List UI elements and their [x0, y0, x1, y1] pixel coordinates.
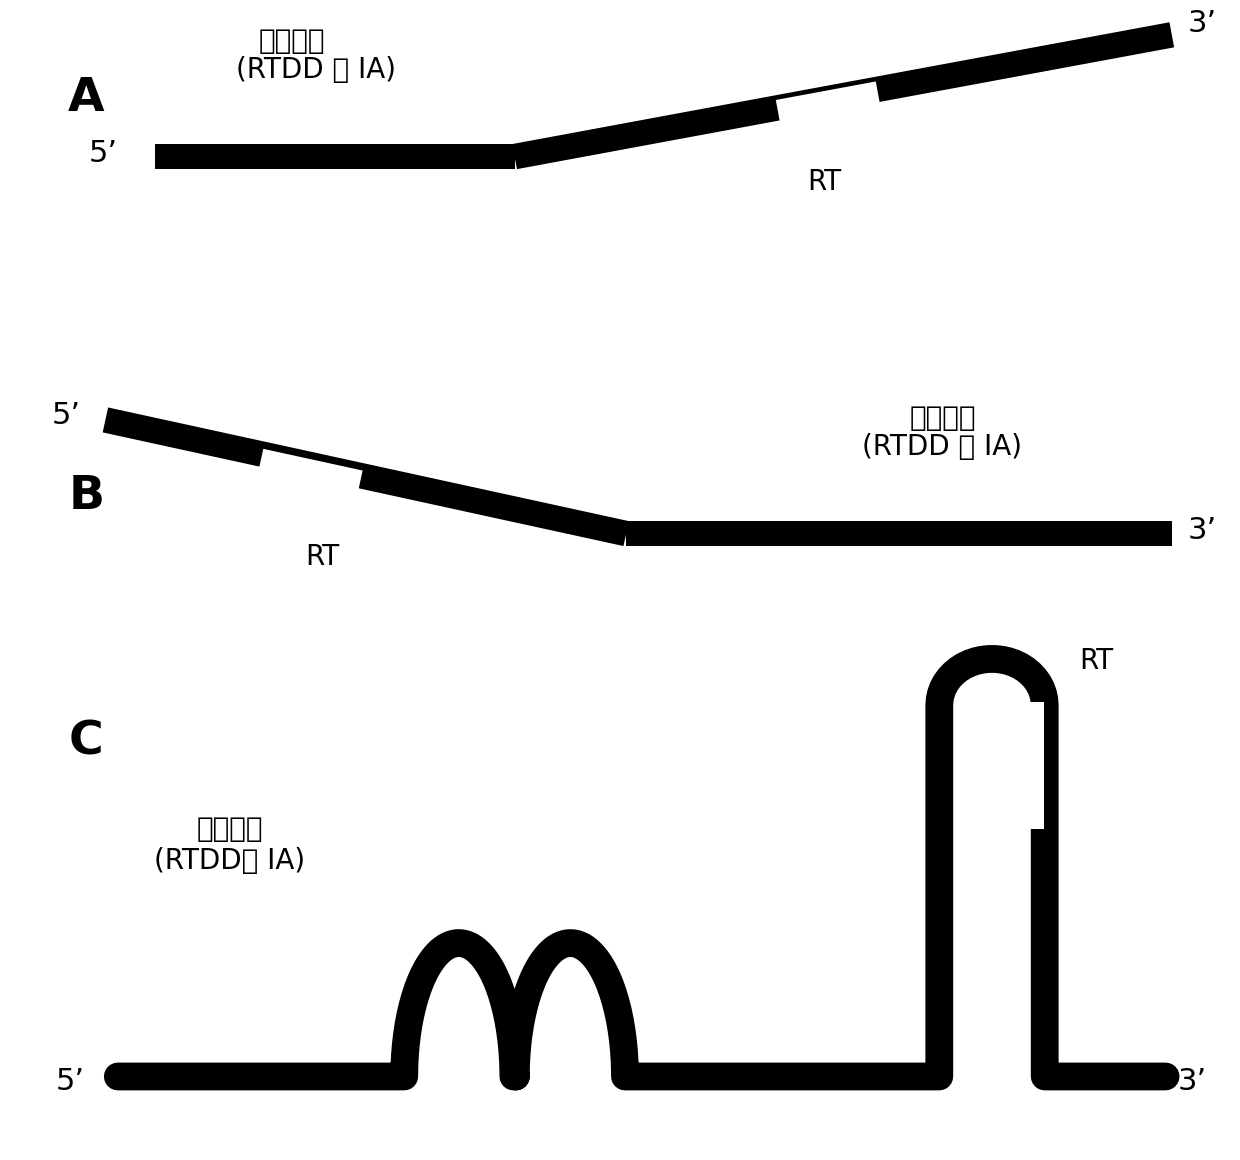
Text: 5’: 5’ — [52, 401, 81, 429]
Bar — [1027, 702, 1044, 829]
Text: B: B — [68, 474, 104, 519]
Text: 向导核酸: 向导核酸 — [909, 404, 976, 432]
Polygon shape — [776, 81, 880, 128]
Text: (RTDD 或 IA): (RTDD 或 IA) — [862, 433, 1023, 461]
Text: RT: RT — [1079, 647, 1114, 675]
Text: RT: RT — [807, 168, 842, 196]
Text: 3’: 3’ — [1178, 1067, 1207, 1095]
Bar — [155, 144, 515, 169]
Text: 5’: 5’ — [89, 139, 118, 167]
Text: (RTDD 或 IA): (RTDD 或 IA) — [236, 56, 397, 84]
Text: RT: RT — [305, 543, 340, 571]
Text: 5’: 5’ — [56, 1067, 84, 1095]
Polygon shape — [258, 449, 362, 498]
Text: A: A — [68, 77, 105, 121]
Text: 3’: 3’ — [1188, 9, 1216, 38]
Text: (RTDD或 IA): (RTDD或 IA) — [154, 847, 305, 875]
Polygon shape — [512, 22, 1174, 169]
Text: 向导核酸: 向导核酸 — [258, 27, 325, 55]
Text: 3’: 3’ — [1188, 515, 1216, 545]
Polygon shape — [103, 407, 629, 546]
Text: 向导核酸: 向导核酸 — [196, 815, 263, 843]
Text: C: C — [68, 720, 103, 764]
Bar — [626, 521, 1172, 546]
